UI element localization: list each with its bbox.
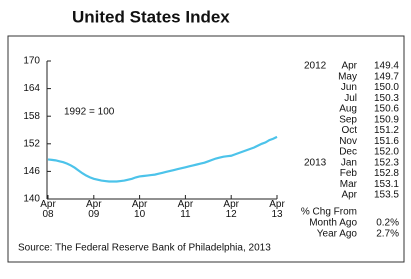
table-value: 150.6: [374, 104, 399, 115]
table-value: 150.0: [374, 82, 399, 93]
table-month: Aug: [339, 104, 357, 115]
line: [47, 135, 278, 183]
x-tick-label: Apr 09: [86, 199, 102, 220]
table-month: Jun: [341, 82, 357, 93]
y-tick-label: 140: [23, 194, 40, 205]
table-value: 153.5: [374, 190, 399, 201]
y-tick-label: 164: [23, 83, 40, 94]
change-heading: % Chg From: [301, 207, 357, 218]
chart-title: United States Index: [72, 7, 230, 26]
change-value: 0.2%: [376, 218, 399, 229]
table-month: Apr: [341, 190, 357, 201]
y-tick-label: 146: [23, 166, 40, 177]
y-tick-label: 152: [23, 138, 40, 149]
change-label: Year Ago: [317, 229, 358, 240]
table-month: May: [338, 71, 357, 82]
table-value: 150.9: [374, 114, 399, 125]
table-value: 152.3: [374, 157, 399, 168]
table-month: Mar: [340, 179, 358, 190]
table-year: 2013: [304, 157, 327, 168]
table-value: 151.6: [374, 136, 399, 147]
table-month: Sep: [339, 114, 357, 125]
table-value: 149.7: [374, 71, 399, 82]
table-value: 149.4: [374, 61, 399, 72]
source: Source: The Federal Reserve Bank of Phil…: [18, 243, 271, 254]
table-value: 153.1: [374, 179, 399, 190]
table-month: Feb: [340, 168, 358, 179]
table-month: Jul: [344, 93, 357, 104]
y-tick-label: 158: [23, 111, 40, 122]
table-value: 152.0: [374, 147, 399, 158]
x-tick-label: Apr 11: [177, 199, 194, 220]
x-tick-label: Apr 12: [223, 199, 239, 220]
table-month: Oct: [341, 125, 357, 136]
table-year: 2012: [304, 61, 327, 72]
table-month: Jan: [341, 157, 357, 168]
x-tick-label: Apr 10: [131, 199, 148, 220]
table-value: 152.8: [374, 168, 399, 179]
table-month: Apr: [341, 61, 357, 72]
y-tick-label: 170: [23, 56, 40, 67]
x-tick-label: Apr 13: [269, 199, 285, 220]
change-label: Month Ago: [309, 218, 357, 229]
x-tick-label: Apr 08: [40, 199, 56, 220]
frame: [7, 35, 405, 263]
table-value: 151.2: [374, 125, 399, 136]
change-value: 2.7%: [376, 229, 399, 240]
table-value: 150.3: [374, 93, 399, 104]
table-month: Nov: [339, 136, 357, 147]
table-month: Dec: [339, 147, 357, 158]
annotation: 1992 = 100: [64, 107, 115, 118]
